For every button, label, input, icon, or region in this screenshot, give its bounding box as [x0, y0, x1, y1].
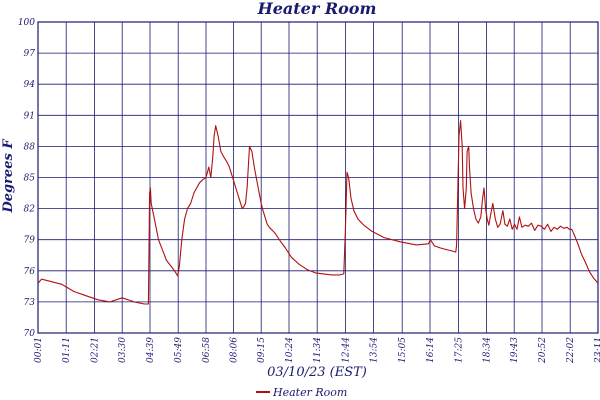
x-tick-labels: 00:01 01:11 02:21 03:30 04:39 05:49 06:58 08:06… — [34, 337, 600, 364]
chart-title: Heater Room — [257, 0, 377, 18]
x-tick-label: 04:39 — [146, 337, 156, 363]
y-tick-label: 100 — [18, 18, 35, 28]
y-tick-label: 91 — [24, 111, 35, 121]
x-tick-label: 00:01 — [34, 337, 44, 363]
y-tick-label: 73 — [24, 298, 36, 308]
x-tick-label: 10:24 — [285, 337, 295, 363]
x-tick-label: 22:02 — [566, 337, 576, 364]
y-tick-label: 88 — [24, 142, 36, 152]
y-tick-label: 70 — [24, 329, 36, 339]
y-tick-labels: 70 73 76 79 82 85 88 91 94 97 100 — [18, 18, 35, 339]
x-tick-label: 20:52 — [538, 337, 548, 364]
y-axis-label: Degrees F — [1, 139, 16, 214]
x-tick-label: 17:25 — [455, 337, 465, 363]
x-axis-label: 03/10/23 (EST) — [267, 365, 367, 380]
x-tick-label: 08:06 — [229, 337, 239, 363]
x-tick-label: 15:05 — [398, 337, 408, 363]
x-tick-label: 12:44 — [341, 337, 351, 363]
x-tick-label: 13:54 — [370, 337, 380, 363]
x-tick-label: 03:30 — [118, 337, 128, 363]
x-tick-label: 06:58 — [202, 337, 212, 363]
x-tick-label: 01:11 — [62, 337, 72, 363]
x-tick-label: 23:11 — [594, 337, 600, 364]
x-tick-label: 05:49 — [174, 337, 184, 363]
x-tick-label: 02:21 — [90, 337, 100, 363]
y-tick-label: 76 — [24, 267, 36, 277]
legend: Heater Room — [256, 386, 347, 399]
x-tick-label: 09:15 — [257, 337, 267, 363]
series-line-heater-room — [37, 119, 599, 305]
legend-label-heater-room: Heater Room — [272, 386, 347, 399]
x-tick-label: 18:34 — [482, 337, 492, 363]
y-tick-label: 79 — [24, 236, 36, 246]
grid-lines — [37, 21, 599, 334]
y-tick-label: 85 — [24, 174, 36, 184]
x-tick-label: 16:14 — [426, 337, 436, 363]
plot-frame — [37, 21, 599, 334]
y-tick-label: 97 — [24, 49, 36, 59]
x-tick-label: 19:43 — [510, 337, 520, 363]
series-group — [37, 119, 599, 305]
y-tick-label: 82 — [24, 205, 36, 215]
y-tick-label: 94 — [24, 80, 36, 90]
x-tick-label: 11:34 — [313, 337, 323, 363]
